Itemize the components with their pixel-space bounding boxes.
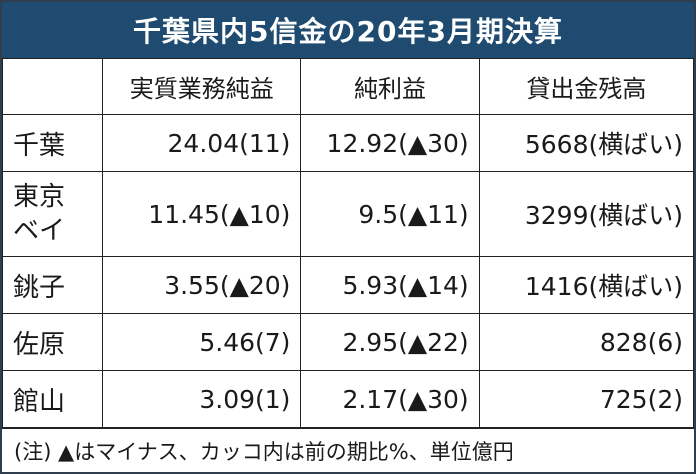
table-row: 銚子 3.55(▲20) 5.93(▲14) 1416(横ばい) — [1, 256, 695, 314]
header-net-profit: 純利益 — [300, 58, 480, 115]
loans-cell: 828(6) — [478, 313, 695, 371]
bank-name: 銚子 — [1, 256, 104, 314]
header-loans: 貸出金残高 — [478, 58, 695, 115]
table-row: 千葉 24.04(11) 12.92(▲30) 5668(横ばい) — [1, 114, 695, 172]
bank-name: 佐原 — [1, 313, 104, 371]
table-note: (注) ▲はマイナス、カッコ内は前の期比%、単位億円 — [2, 428, 694, 472]
header-corner — [1, 58, 104, 115]
net-profit-cell: 2.95(▲22) — [300, 313, 480, 371]
core-profit-cell: 3.09(1) — [102, 370, 302, 428]
net-profit-cell: 2.17(▲30) — [300, 370, 480, 428]
bank-name-text: 佐原 — [13, 329, 66, 360]
table-row: 佐原 5.46(7) 2.95(▲22) 828(6) — [1, 313, 695, 371]
core-profit-cell: 11.45(▲10) — [102, 171, 302, 257]
core-profit-cell: 24.04(11) — [102, 114, 302, 172]
table-row: 館山 3.09(1) 2.17(▲30) 725(2) — [1, 370, 695, 428]
bank-name: 東京 ベイ — [1, 171, 104, 257]
results-table: 実質業務純益 純利益 貸出金残高 千葉 24.04(11) 12.92(▲30)… — [1, 58, 695, 428]
bank-name-text: 銚子 — [13, 272, 66, 303]
header-row: 実質業務純益 純利益 貸出金残高 — [1, 58, 695, 115]
loans-cell: 725(2) — [478, 370, 695, 428]
table-row: 東京 ベイ 11.45(▲10) 9.5(▲11) 3299(横ばい) — [1, 171, 695, 257]
bank-name: 館山 — [1, 370, 104, 428]
net-profit-cell: 12.92(▲30) — [300, 114, 480, 172]
loans-cell: 1416(横ばい) — [478, 256, 695, 314]
header-core-profit: 実質業務純益 — [102, 58, 302, 115]
loans-cell: 5668(横ばい) — [478, 114, 695, 172]
bank-name-text: 東京 — [13, 182, 66, 212]
bank-name-text: 館山 — [13, 386, 66, 417]
table-title: 千葉県内5信金の20年3月期決算 — [2, 2, 694, 58]
loans-cell: 3299(横ばい) — [478, 171, 695, 257]
net-profit-cell: 9.5(▲11) — [300, 171, 480, 257]
core-profit-cell: 5.46(7) — [102, 313, 302, 371]
bank-name: 千葉 — [1, 114, 104, 172]
core-profit-cell: 3.55(▲20) — [102, 256, 302, 314]
net-profit-cell: 5.93(▲14) — [300, 256, 480, 314]
bank-name-text: 千葉 — [13, 130, 66, 161]
bank-name-text: ベイ — [13, 216, 66, 246]
